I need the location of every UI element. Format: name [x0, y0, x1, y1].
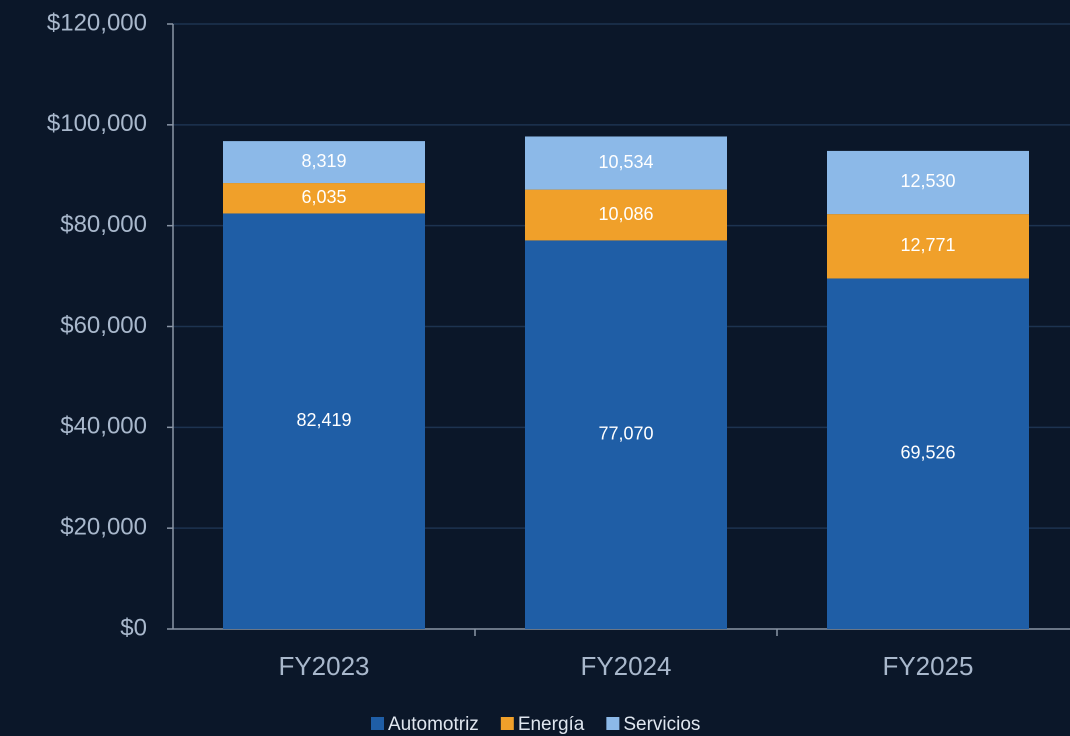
- bar-segment: [223, 141, 425, 184]
- data-label: 8,319: [301, 151, 346, 171]
- bar-segment: [525, 240, 727, 629]
- y-tick-label: $0: [120, 614, 147, 641]
- y-tick-label: $120,000: [47, 9, 147, 36]
- bar-segment: [827, 150, 1029, 215]
- data-label: 12,771: [900, 235, 955, 255]
- legend-swatch: [500, 717, 514, 730]
- legend-swatch: [371, 717, 384, 730]
- data-label: 82,419: [296, 410, 351, 430]
- y-tick-label: $40,000: [60, 413, 147, 440]
- data-label: 10,534: [598, 152, 653, 172]
- legend-swatch: [606, 717, 620, 730]
- x-tick-label: FY2024: [580, 651, 671, 681]
- data-label: 12,530: [900, 171, 955, 191]
- y-tick-label: $80,000: [60, 211, 147, 238]
- legend-label: Automotriz: [388, 714, 479, 735]
- bar-segment: [827, 214, 1029, 279]
- bar-segment: [223, 213, 425, 629]
- y-tick-label: $20,000: [60, 514, 147, 541]
- data-label: 77,070: [598, 423, 653, 443]
- x-tick-label: FY2025: [882, 651, 973, 681]
- x-tick-label: FY2023: [278, 651, 369, 681]
- data-label: 69,526: [900, 442, 955, 462]
- bar-segment: [223, 183, 425, 214]
- data-label: 10,086: [598, 204, 653, 224]
- bar-segment: [525, 136, 727, 190]
- bar-segment: [525, 189, 727, 241]
- legend-label: Servicios: [623, 714, 700, 735]
- y-tick-label: $60,000: [60, 312, 147, 339]
- legend-label: Energía: [518, 714, 585, 735]
- bar-segment: [827, 278, 1029, 629]
- y-tick-label: $100,000: [47, 110, 147, 137]
- data-label: 6,035: [301, 187, 346, 207]
